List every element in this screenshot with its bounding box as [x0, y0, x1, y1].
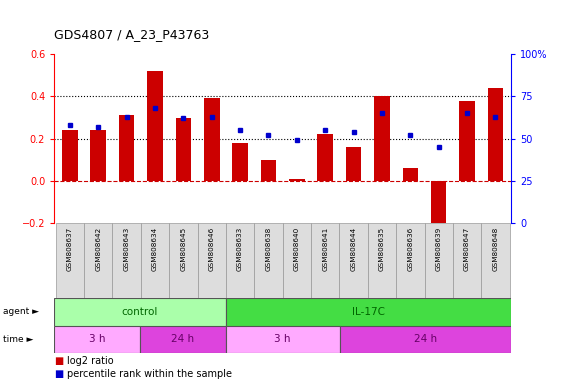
Bar [175, 118, 191, 181]
Bar [62, 130, 78, 181]
Bar [169, 223, 198, 298]
Bar [289, 179, 305, 181]
Text: GSM808640: GSM808640 [294, 227, 300, 271]
Text: ■: ■ [54, 369, 63, 379]
Bar [147, 71, 163, 181]
Bar [368, 223, 396, 298]
Bar [112, 223, 141, 298]
Bar [346, 147, 361, 181]
Bar [339, 223, 368, 298]
Bar [226, 326, 340, 353]
Bar [453, 223, 481, 298]
Text: control: control [122, 307, 158, 317]
Text: 3 h: 3 h [275, 334, 291, 344]
Bar [481, 223, 510, 298]
Bar [140, 326, 226, 353]
Text: GSM808637: GSM808637 [67, 227, 73, 271]
Text: GSM808647: GSM808647 [464, 227, 470, 271]
Text: ■: ■ [54, 356, 63, 366]
Text: GSM808639: GSM808639 [436, 227, 442, 271]
Bar [424, 223, 453, 298]
Bar [84, 223, 112, 298]
Text: GSM808635: GSM808635 [379, 227, 385, 271]
Text: GSM808641: GSM808641 [322, 227, 328, 271]
Text: agent ►: agent ► [3, 307, 39, 316]
Text: GSM808645: GSM808645 [180, 227, 186, 271]
Bar [204, 98, 219, 181]
Bar [55, 223, 84, 298]
Bar [260, 160, 276, 181]
Text: GSM808643: GSM808643 [123, 227, 130, 271]
Bar [232, 143, 248, 181]
Bar [340, 326, 511, 353]
Text: GSM808646: GSM808646 [209, 227, 215, 271]
Bar [54, 326, 140, 353]
Text: GSM808633: GSM808633 [237, 227, 243, 271]
Bar [254, 223, 283, 298]
Bar [226, 298, 511, 326]
Bar [90, 130, 106, 181]
Bar [283, 223, 311, 298]
Text: 3 h: 3 h [89, 334, 105, 344]
Bar [403, 168, 418, 181]
Text: GSM808638: GSM808638 [266, 227, 271, 271]
Text: GSM808648: GSM808648 [492, 227, 498, 271]
Text: GSM808636: GSM808636 [407, 227, 413, 271]
Bar [488, 88, 503, 181]
Text: 24 h: 24 h [414, 334, 437, 344]
Text: GSM808642: GSM808642 [95, 227, 101, 271]
Bar [459, 101, 475, 181]
Bar [141, 223, 169, 298]
Text: GSM808634: GSM808634 [152, 227, 158, 271]
Bar [311, 223, 339, 298]
Text: time ►: time ► [3, 335, 33, 344]
Bar [317, 134, 333, 181]
Text: log2 ratio: log2 ratio [67, 356, 114, 366]
Bar [226, 223, 254, 298]
Bar [54, 298, 226, 326]
Bar [396, 223, 424, 298]
Bar [431, 181, 447, 238]
Bar [198, 223, 226, 298]
Text: IL-17C: IL-17C [352, 307, 385, 317]
Text: percentile rank within the sample: percentile rank within the sample [67, 369, 232, 379]
Text: GDS4807 / A_23_P43763: GDS4807 / A_23_P43763 [54, 28, 210, 41]
Bar [374, 96, 390, 181]
Text: GSM808644: GSM808644 [351, 227, 356, 271]
Text: 24 h: 24 h [171, 334, 194, 344]
Bar [119, 116, 134, 181]
